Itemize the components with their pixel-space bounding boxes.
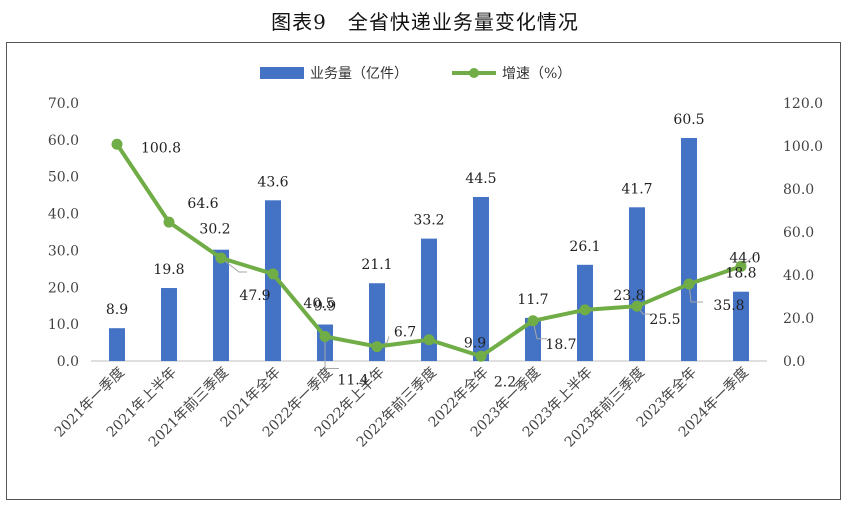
line-point xyxy=(579,304,591,316)
line-data-label: 25.5 xyxy=(649,312,680,328)
line-data-label: 6.7 xyxy=(394,325,416,341)
bar xyxy=(109,328,125,361)
data-labels: 8.9 19.8 30.2 43.6 9.9 21.1 33.2 44.5 11.7 26.1 41… xyxy=(106,112,761,390)
line-data-label: 2.2 xyxy=(494,374,516,390)
bar xyxy=(265,200,281,361)
line-data-label: 23.8 xyxy=(613,288,644,304)
y-left-tick-label: 20.0 xyxy=(48,280,79,296)
line-point xyxy=(163,216,175,228)
y-right-tick-label: 100.0 xyxy=(783,139,823,155)
bar xyxy=(213,249,229,361)
bar xyxy=(681,138,697,361)
bar-data-label: 9.9 xyxy=(314,299,336,315)
chart-title: 图表9 全省快递业务量变化情况 xyxy=(271,10,579,34)
line-data-label: 9.9 xyxy=(464,336,486,352)
leader-line xyxy=(324,336,339,369)
bar xyxy=(369,283,385,361)
legend-line-marker xyxy=(469,68,479,78)
bar-data-label: 18.8 xyxy=(725,266,756,282)
bar xyxy=(629,207,645,361)
legend: 业务量（亿件） 增速（%） xyxy=(260,66,571,82)
bar-data-label: 26.1 xyxy=(569,239,600,255)
bar xyxy=(473,196,489,361)
bar-data-label: 41.7 xyxy=(621,181,652,197)
y-right-tick-label: 120.0 xyxy=(783,96,823,112)
line-point xyxy=(319,330,331,342)
bar xyxy=(733,291,749,361)
y-left-tick-label: 70.0 xyxy=(48,96,79,112)
y-right-tick-label: 40.0 xyxy=(783,268,814,284)
leader-line xyxy=(688,283,703,303)
line-data-label: 47.9 xyxy=(239,288,270,304)
y-left-tick-label: 0.0 xyxy=(57,354,79,370)
legend-bar-swatch xyxy=(260,67,304,79)
y-right-tick-label: 0.0 xyxy=(783,354,805,370)
line-point xyxy=(475,350,487,362)
line-series xyxy=(111,138,747,362)
bar-data-label: 11.7 xyxy=(517,292,548,308)
leader-line xyxy=(220,257,247,273)
y-left-tick-label: 30.0 xyxy=(48,243,79,259)
bar-series xyxy=(109,138,749,361)
line-point xyxy=(683,278,695,290)
line-point xyxy=(371,341,383,353)
bar-data-label: 44.5 xyxy=(465,171,496,187)
y-right-tick-label: 60.0 xyxy=(783,225,814,241)
y-left-tick-label: 50.0 xyxy=(48,170,79,186)
bar xyxy=(161,288,177,361)
line-point xyxy=(215,252,227,264)
line-point xyxy=(423,334,435,346)
bar-data-label: 43.6 xyxy=(257,174,288,190)
line-data-label: 100.8 xyxy=(141,140,181,156)
bar-data-label: 8.9 xyxy=(106,302,128,318)
bar-data-label: 33.2 xyxy=(413,213,444,229)
y-left-tick-label: 40.0 xyxy=(48,207,79,223)
chart-frame: 业务量（亿件） 增速（%） 0.0 10.0 20.0 30.0 40.0 50.0 60.… xyxy=(6,42,841,500)
legend-line-label: 增速（%） xyxy=(502,66,571,82)
y-left-tick-label: 60.0 xyxy=(48,133,79,149)
bar-data-label: 30.2 xyxy=(199,222,230,238)
bar-data-label: 19.8 xyxy=(153,262,184,278)
y-left-tick-label: 10.0 xyxy=(48,317,79,333)
line-data-label: 44.0 xyxy=(729,250,760,266)
legend-bar-label: 业务量（亿件） xyxy=(310,66,408,82)
chart-svg: 业务量（亿件） 增速（%） 0.0 10.0 20.0 30.0 40.0 50.0 60.… xyxy=(48,66,823,451)
bar-data-label: 60.5 xyxy=(673,112,704,128)
leader-line xyxy=(532,320,547,340)
bar-data-label: 21.1 xyxy=(361,257,392,273)
line-point xyxy=(527,315,539,327)
bar xyxy=(525,317,541,361)
line-data-label: 40.5 xyxy=(303,296,334,312)
y-right-tick-label: 20.0 xyxy=(783,311,814,327)
line-point xyxy=(111,138,123,150)
line-data-label: 18.7 xyxy=(545,337,576,353)
line-point xyxy=(735,260,747,272)
bar xyxy=(421,238,437,361)
line-point xyxy=(631,300,643,312)
line-data-label: 64.6 xyxy=(187,196,218,212)
line-data-label: 11.4 xyxy=(337,372,368,388)
line-data-label: 35.8 xyxy=(713,298,744,314)
line-point xyxy=(267,268,279,280)
y-right-tick-label: 80.0 xyxy=(783,182,814,198)
